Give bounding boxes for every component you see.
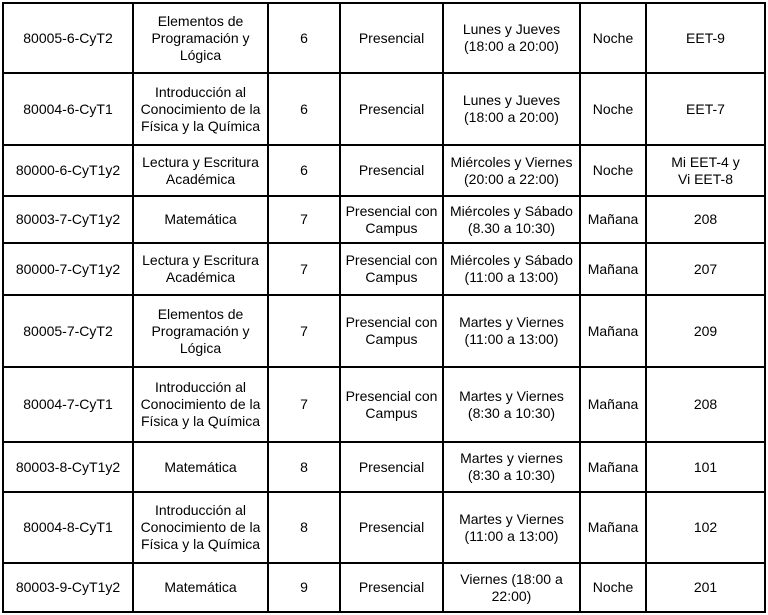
cell-schedule: Martes y viernes (8:30 a 10:30) bbox=[442, 441, 581, 493]
table-row: 80005-6-CyT2 Elementos de Programación y… bbox=[2, 2, 766, 74]
cell-course: Introducción al Conocimiento de la Físic… bbox=[132, 72, 269, 146]
cell-course: Introducción al Conocimiento de la Físic… bbox=[132, 491, 269, 564]
cell-commission: 7 bbox=[267, 294, 341, 368]
cell-modality: Presencial con Campus bbox=[339, 242, 444, 296]
cell-commission: 8 bbox=[267, 491, 341, 564]
cell-course: Matemática bbox=[132, 562, 269, 613]
cell-shift: Mañana bbox=[579, 294, 647, 368]
cell-shift: Mañana bbox=[579, 366, 647, 443]
cell-schedule: Viernes (18:00 a 22:00) bbox=[442, 562, 581, 613]
cell-commission: 7 bbox=[267, 366, 341, 443]
cell-course: Elementos de Programación y Lógica bbox=[132, 294, 269, 368]
table-row: 80004-7-CyT1 Introducción al Conocimient… bbox=[2, 366, 766, 443]
table-row: 80000-7-CyT1y2 Lectura y Escritura Acadé… bbox=[2, 242, 766, 296]
cell-modality: Presencial bbox=[339, 72, 444, 146]
cell-schedule: Lunes y Jueves (18:00 a 20:00) bbox=[442, 72, 581, 146]
cell-course: Lectura y Escritura Académica bbox=[132, 242, 269, 296]
cell-code: 80003-8-CyT1y2 bbox=[2, 441, 134, 493]
cell-shift: Noche bbox=[579, 562, 647, 613]
cell-code: 80004-7-CyT1 bbox=[2, 366, 134, 443]
cell-course: Elementos de Programación y Lógica bbox=[132, 2, 269, 74]
table-row: 80003-8-CyT1y2 Matemática 8 Presencial M… bbox=[2, 441, 766, 493]
cell-room: 207 bbox=[645, 242, 766, 296]
cell-modality: Presencial bbox=[339, 562, 444, 613]
cell-room: 201 bbox=[645, 562, 766, 613]
cell-room: 101 bbox=[645, 441, 766, 493]
cell-commission: 7 bbox=[267, 242, 341, 296]
cell-commission: 8 bbox=[267, 441, 341, 493]
cell-schedule: Martes y Viernes (11:00 a 13:00) bbox=[442, 491, 581, 564]
cell-course: Matemática bbox=[132, 195, 269, 244]
table-row: 80005-7-CyT2 Elementos de Programación y… bbox=[2, 294, 766, 368]
cell-room: EET-9 bbox=[645, 2, 766, 74]
cell-schedule: Martes y Viernes (11:00 a 13:00) bbox=[442, 294, 581, 368]
cell-course: Introducción al Conocimiento de la Físic… bbox=[132, 366, 269, 443]
table-row: 80004-6-CyT1 Introducción al Conocimient… bbox=[2, 72, 766, 146]
cell-shift: Noche bbox=[579, 72, 647, 146]
cell-room: EET-7 bbox=[645, 72, 766, 146]
cell-commission: 7 bbox=[267, 195, 341, 244]
table-row: 80003-9-CyT1y2 Matemática 9 Presencial V… bbox=[2, 562, 766, 613]
cell-shift: Noche bbox=[579, 2, 647, 74]
cell-code: 80000-6-CyT1y2 bbox=[2, 144, 134, 197]
cell-modality: Presencial bbox=[339, 2, 444, 74]
cell-schedule: Miércoles y Viernes (20:00 a 22:00) bbox=[442, 144, 581, 197]
cell-code: 80003-7-CyT1y2 bbox=[2, 195, 134, 244]
cell-commission: 6 bbox=[267, 144, 341, 197]
table-row: 80003-7-CyT1y2 Matemática 7 Presencial c… bbox=[2, 195, 766, 244]
cell-room: 208 bbox=[645, 195, 766, 244]
cell-schedule: Miércoles y Sábado (11:00 a 13:00) bbox=[442, 242, 581, 296]
cell-shift: Mañana bbox=[579, 195, 647, 244]
cell-room: 208 bbox=[645, 366, 766, 443]
cell-shift: Mañana bbox=[579, 491, 647, 564]
cell-schedule: Lunes y Jueves (18:00 a 20:00) bbox=[442, 2, 581, 74]
cell-code: 80005-7-CyT2 bbox=[2, 294, 134, 368]
cell-modality: Presencial bbox=[339, 491, 444, 564]
cell-schedule: Miércoles y Sábado (8.30 a 10:30) bbox=[442, 195, 581, 244]
table-row: 80004-8-CyT1 Introducción al Conocimient… bbox=[2, 491, 766, 564]
cell-modality: Presencial bbox=[339, 144, 444, 197]
cell-code: 80004-6-CyT1 bbox=[2, 72, 134, 146]
cell-modality: Presencial con Campus bbox=[339, 294, 444, 368]
cell-commission: 6 bbox=[267, 72, 341, 146]
cell-schedule: Martes y Viernes (8:30 a 10:30) bbox=[442, 366, 581, 443]
cell-modality: Presencial con Campus bbox=[339, 195, 444, 244]
cell-shift: Noche bbox=[579, 144, 647, 197]
cell-room: Mi EET-4 y Vi EET-8 bbox=[645, 144, 766, 197]
cell-code: 80004-8-CyT1 bbox=[2, 491, 134, 564]
table-row: 80000-6-CyT1y2 Lectura y Escritura Acadé… bbox=[2, 144, 766, 197]
cell-modality: Presencial bbox=[339, 441, 444, 493]
cell-commission: 6 bbox=[267, 2, 341, 74]
cell-code: 80000-7-CyT1y2 bbox=[2, 242, 134, 296]
cell-course: Matemática bbox=[132, 441, 269, 493]
cell-code: 80005-6-CyT2 bbox=[2, 2, 134, 74]
cell-course: Lectura y Escritura Académica bbox=[132, 144, 269, 197]
cell-room: 102 bbox=[645, 491, 766, 564]
cell-shift: Mañana bbox=[579, 242, 647, 296]
cell-room: 209 bbox=[645, 294, 766, 368]
cell-modality: Presencial con Campus bbox=[339, 366, 444, 443]
cell-code: 80003-9-CyT1y2 bbox=[2, 562, 134, 613]
cell-shift: Mañana bbox=[579, 441, 647, 493]
cell-commission: 9 bbox=[267, 562, 341, 613]
